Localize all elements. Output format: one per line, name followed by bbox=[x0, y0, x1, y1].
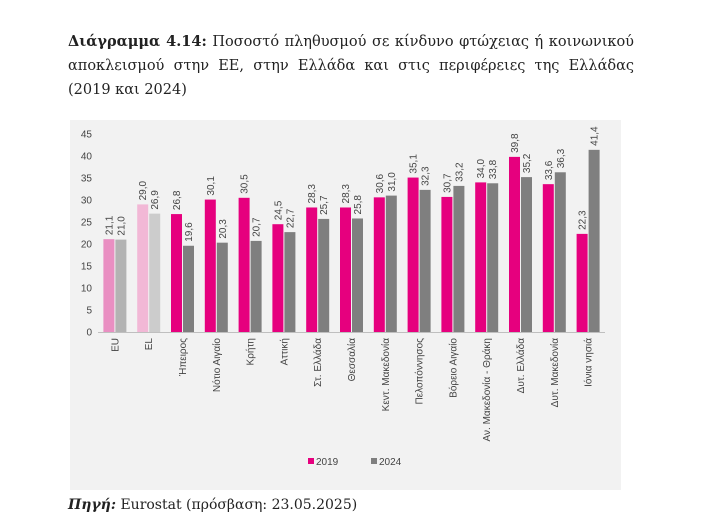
category-label: Κρήτη bbox=[245, 338, 257, 365]
bar-2019 bbox=[475, 182, 487, 332]
bar-2024 bbox=[419, 189, 431, 332]
data-label: 29,0 bbox=[138, 180, 149, 200]
bar-2024 bbox=[216, 242, 228, 332]
data-label: 22,7 bbox=[285, 208, 296, 228]
category-label: Αν. Μακεδονία - Θράκη bbox=[481, 338, 493, 441]
data-label: 30,1 bbox=[206, 176, 217, 196]
source-label: Πηγή: bbox=[68, 497, 116, 513]
y-tick-label: 0 bbox=[86, 328, 92, 339]
data-label: 24,5 bbox=[273, 200, 284, 220]
bar-2024 bbox=[554, 172, 566, 332]
y-tick-label: 5 bbox=[86, 306, 92, 317]
bar-2024 bbox=[183, 245, 194, 332]
data-label: 28,3 bbox=[307, 184, 318, 204]
source-note: Πηγή: Eurostat (πρόσβαση: 23.05.2025) bbox=[68, 497, 357, 513]
bar-chart: 0 5 10 15 20 25 30 35 40 45 21,1 21,0 EU 29,0 26,9 EL 26… bbox=[81, 126, 605, 468]
caption-label: Διάγραμμα 4.14: bbox=[68, 33, 207, 50]
data-label: 39,8 bbox=[510, 133, 521, 153]
bar-2024 bbox=[588, 149, 600, 332]
bar-2019 bbox=[204, 199, 216, 332]
category-label: EU bbox=[110, 338, 121, 352]
category-label: Δυτ. Μακεδονία bbox=[549, 338, 561, 408]
legend-label: 2024 bbox=[379, 457, 402, 468]
data-label: 36,3 bbox=[556, 148, 567, 168]
data-label: 30,5 bbox=[240, 174, 251, 194]
data-label: 33,8 bbox=[488, 159, 499, 179]
category-label: Θεσσαλία bbox=[346, 338, 358, 382]
data-label: 21,0 bbox=[116, 216, 127, 236]
bar-2024 bbox=[284, 232, 296, 332]
figure-caption: Διάγραμμα 4.14: Ποσοστό πληθυσμού σε κίν… bbox=[68, 30, 634, 102]
data-label: 19,6 bbox=[184, 222, 195, 242]
category-label: Νότιο Αιγαίο bbox=[211, 338, 223, 392]
source-text: Eurostat (πρόσβαση: 23.05.2025) bbox=[120, 497, 358, 513]
y-tick-label: 20 bbox=[81, 240, 93, 251]
data-label: 28,3 bbox=[341, 184, 352, 204]
bar-2019 bbox=[576, 233, 588, 332]
y-tick-label: 30 bbox=[81, 196, 93, 207]
bar-2024 bbox=[521, 177, 532, 332]
bar-2019 bbox=[137, 204, 149, 332]
bar-2019 bbox=[340, 207, 351, 332]
bar-2024 bbox=[115, 239, 127, 332]
category-label: EL bbox=[144, 338, 155, 351]
legend-swatch bbox=[308, 458, 314, 464]
data-label: 35,1 bbox=[409, 154, 420, 174]
data-label: 25,7 bbox=[319, 195, 330, 215]
bar-2019 bbox=[103, 239, 115, 332]
data-label: 41,4 bbox=[590, 126, 601, 146]
data-label: 20,3 bbox=[218, 219, 229, 239]
data-label: 31,0 bbox=[387, 172, 398, 192]
category-label: Κεντ. Μακεδονία bbox=[380, 338, 392, 412]
bar-2024 bbox=[487, 183, 499, 332]
bar-2019 bbox=[407, 177, 419, 332]
bar-2024 bbox=[352, 218, 363, 332]
bar-2019 bbox=[441, 196, 453, 332]
y-tick-label: 15 bbox=[81, 262, 93, 273]
bar-2019 bbox=[509, 156, 520, 332]
bar-2024 bbox=[318, 218, 330, 332]
legend-swatch bbox=[371, 458, 377, 464]
bar-2019 bbox=[171, 214, 182, 332]
data-label: 35,2 bbox=[522, 153, 533, 173]
y-tick-label: 35 bbox=[81, 174, 93, 185]
y-tick-label: 10 bbox=[81, 284, 93, 295]
data-label: 30,6 bbox=[375, 173, 386, 193]
bar-2019 bbox=[238, 197, 250, 332]
bar-2019 bbox=[272, 224, 284, 332]
data-label: 33,2 bbox=[454, 162, 465, 182]
bar-2024 bbox=[453, 185, 465, 332]
data-label: 30,7 bbox=[442, 173, 453, 193]
y-tick-label: 25 bbox=[81, 218, 93, 229]
bar-2024 bbox=[250, 240, 262, 332]
data-label: 32,3 bbox=[421, 166, 432, 186]
category-label: Στ. Ελλάδα bbox=[312, 338, 324, 387]
data-label: 34,0 bbox=[476, 158, 487, 178]
chart-area: 0 5 10 15 20 25 30 35 40 45 21,1 21,0 EU 29,0 26,9 EL 26… bbox=[70, 120, 621, 490]
category-label: Πελοπόννησος bbox=[414, 338, 426, 405]
category-label: Ιόνια νησιά bbox=[583, 338, 595, 387]
data-label: 21,1 bbox=[104, 215, 115, 235]
y-tick-label: 40 bbox=[81, 152, 93, 163]
legend-label: 2019 bbox=[316, 457, 339, 468]
category-label: Ήπειρος bbox=[178, 338, 189, 377]
bar-2019 bbox=[306, 207, 318, 332]
data-label: 22,3 bbox=[578, 210, 589, 230]
data-label: 20,7 bbox=[252, 217, 263, 237]
category-label: Δυτ. Ελλάδα bbox=[515, 338, 527, 394]
caption-text: Ποσοστό πληθυσμού σε κίνδυνο φτώχειας ή … bbox=[68, 34, 634, 98]
data-label: 33,6 bbox=[544, 160, 555, 180]
bar-2024 bbox=[149, 213, 161, 332]
category-label: Βόρειο Αιγαίο bbox=[447, 338, 459, 398]
bar-2019 bbox=[373, 197, 385, 332]
y-tick-label: 45 bbox=[81, 130, 93, 141]
data-label: 25,8 bbox=[353, 195, 364, 215]
category-label: Αττική bbox=[278, 338, 290, 365]
data-label: 26,8 bbox=[172, 190, 183, 210]
data-label: 26,9 bbox=[150, 190, 161, 210]
bar-2024 bbox=[385, 195, 397, 332]
bar-2019 bbox=[542, 184, 554, 332]
